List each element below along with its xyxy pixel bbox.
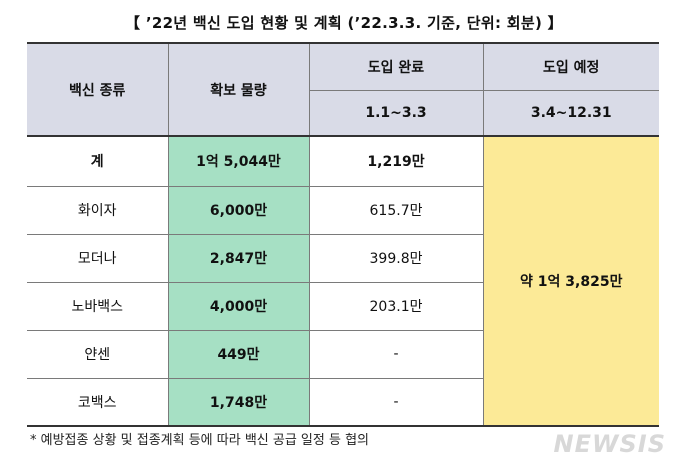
table-title: 【 ’22년 백신 도입 현황 및 계획 (’22.3.3. 기준, 단위: 회…	[125, 14, 563, 32]
header-completed-period: 1.1~3.3	[309, 89, 484, 137]
total-name: 계	[27, 135, 169, 187]
row-name: 화이자	[27, 185, 169, 235]
table-row: 화이자 6,000만 615.7만	[27, 185, 659, 235]
row-secured: 449만	[167, 329, 310, 379]
planned-total: 약 1억 3,825만	[482, 135, 659, 427]
row-completed: 203.1만	[308, 281, 483, 331]
row-secured: 2,847만	[167, 233, 310, 283]
newsis-watermark: NEWSIS	[553, 430, 666, 458]
table-row: 코백스 1,748만 -	[27, 377, 659, 427]
header-planned: 도입 예정	[482, 42, 659, 91]
table-row-total: 계 1억 5,044만 1,219만 약 1억 3,825만	[27, 135, 659, 427]
row-name: 얀센	[27, 329, 169, 379]
table-row: 모더나 2,847만 399.8만	[27, 233, 659, 283]
header-vaccine-type: 백신 종류	[27, 42, 169, 137]
row-secured: 4,000만	[167, 281, 310, 331]
footnote: * 예방접종 상황 및 접종계획 등에 따라 백신 공급 일정 등 협의	[30, 433, 369, 448]
total-completed: 1,219만	[308, 135, 484, 187]
row-completed: -	[308, 329, 483, 379]
header-planned-period: 3.4~12.31	[482, 89, 659, 137]
row-completed: -	[308, 377, 483, 427]
row-name: 모더나	[27, 233, 169, 283]
row-name: 노바백스	[27, 281, 169, 331]
row-completed: 615.7만	[308, 185, 483, 235]
vaccine-table: 백신 종류 확보 물량 도입 완료 도입 예정 1.1~3.3 3.4~12.3…	[27, 42, 659, 427]
row-secured: 1,748만	[167, 377, 310, 427]
total-secured: 1억 5,044만	[167, 135, 310, 187]
row-completed: 399.8만	[308, 233, 483, 283]
header-completed: 도입 완료	[308, 42, 484, 91]
table-row: 얀센 449만 -	[27, 329, 659, 379]
table-row: 노바백스 4,000만 203.1만	[27, 281, 659, 331]
row-name: 코백스	[27, 377, 169, 427]
header-secured: 확보 물량	[167, 42, 310, 137]
row-secured: 6,000만	[167, 185, 310, 235]
